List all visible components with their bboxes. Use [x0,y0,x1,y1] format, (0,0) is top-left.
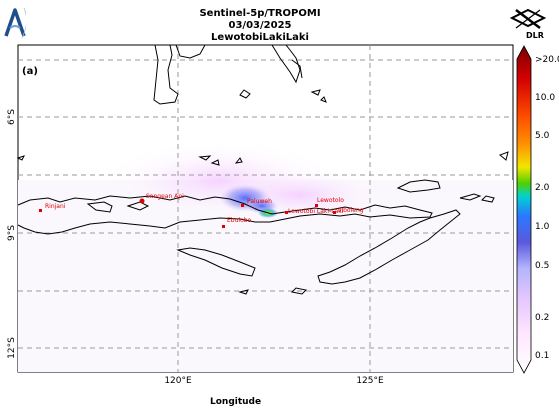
colorbar [516,45,532,374]
volcano-marker-ebulobo [222,225,225,228]
title-volcano: LewotobiLakiLaki [211,32,309,43]
so2-plume [100,140,390,223]
coastlines [16,44,509,295]
volcano-marker-lewotolo [315,204,318,207]
colorbar-tick-0-2: 0.2 [535,313,550,323]
volcano-label-paluweh: Paluweh [247,198,272,205]
volcano-marker-iliboleng [333,211,336,214]
title-date: 03/03/2025 [228,20,292,31]
volcano-label-lewotolo: Lewotolo [317,197,344,204]
volcano-label-lewotobi: Lewotobi Laki-Laki [288,208,344,215]
dlr-label: DLR [526,31,544,40]
x-tick-120e: 120°E [164,376,192,386]
x-axis-label: Longitude [210,397,262,407]
colorbar-tick-1: 1.0 [535,222,550,232]
volcano-marker-rinjani [39,209,42,212]
volcano-label-rinjani: Rinjani [45,203,66,210]
colorbar-tick-10: 10.0 [535,93,556,103]
institute-logo-icon [4,7,26,39]
colorbar-tick-0-5: 0.5 [535,261,550,271]
colorbar-tick-0-1: 0.1 [535,351,550,361]
title-satellite: Sentinel-5p/TROPOMI [199,8,321,19]
colorbar-tick-2: 2.0 [535,183,550,193]
volcano-marker-paluweh [241,204,244,207]
volcano-label-ebulobo: Ebulobo [227,217,252,224]
gridlines [18,45,513,372]
colorbar-bar [516,45,532,374]
panel-label: (a) [22,66,38,77]
y-tick-9s: 9°S [7,225,17,241]
volcano-marker-lewotobi [285,211,288,214]
dlr-logo-icon [510,8,546,29]
x-tick-125e: 125°E [356,376,384,386]
volcano-label-iliboleng: Iliboleng [338,207,364,214]
volcano-label-sangean-api: Sangean Api [146,193,184,200]
y-tick-6s: 6°S [7,109,17,125]
volcano-markers [39,198,336,228]
y-tick-12s: 12°S [7,337,17,359]
colorbar-tick-5: 5.0 [535,131,550,141]
volcano-marker-sangean-api [139,198,145,204]
colorbar-tick-20: >20.0 [535,55,559,65]
